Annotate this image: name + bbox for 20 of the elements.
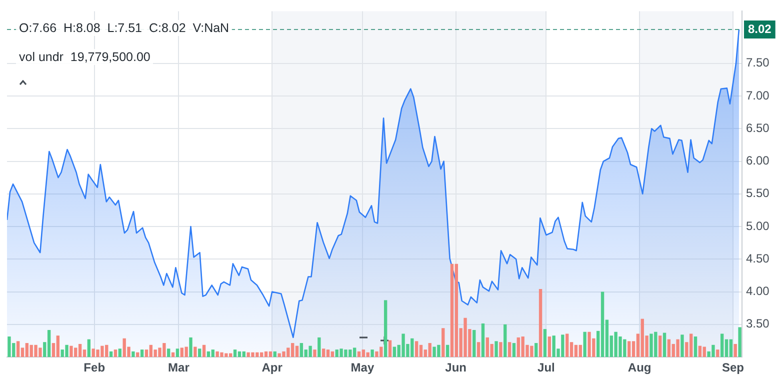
y-tick-label: 7.00	[746, 88, 770, 102]
x-tick-label: Apr	[262, 360, 283, 375]
y-tick-label: 6.50	[746, 120, 770, 135]
annotation: vol undr 19,779,500.00	[16, 49, 154, 65]
x-tick-label: Aug	[628, 360, 652, 375]
x-tick-label: May	[350, 360, 374, 375]
y-tick-label: 7.50	[746, 56, 770, 70]
ref-line-label: 8.02	[748, 22, 772, 36]
y-tick-label: 3.50	[746, 316, 770, 331]
x-tick-label: Feb	[84, 360, 106, 375]
x-tick-label: Sep	[722, 360, 744, 375]
y-tick-label: 6.00	[746, 154, 770, 168]
x-tick-label: Jun	[445, 360, 467, 375]
annotation: O:7.66 H:8.08 L:7.51 C:8.02 V:NaN	[16, 20, 232, 36]
y-tick-label: 5.00	[746, 218, 770, 233]
x-tick-label: Jul	[538, 360, 555, 375]
y-tick-label: 4.50	[746, 251, 770, 266]
x-tick-label: Mar	[168, 360, 190, 375]
y-tick-label: 5.50	[746, 186, 770, 200]
y-tick-label: 4.00	[746, 284, 770, 298]
